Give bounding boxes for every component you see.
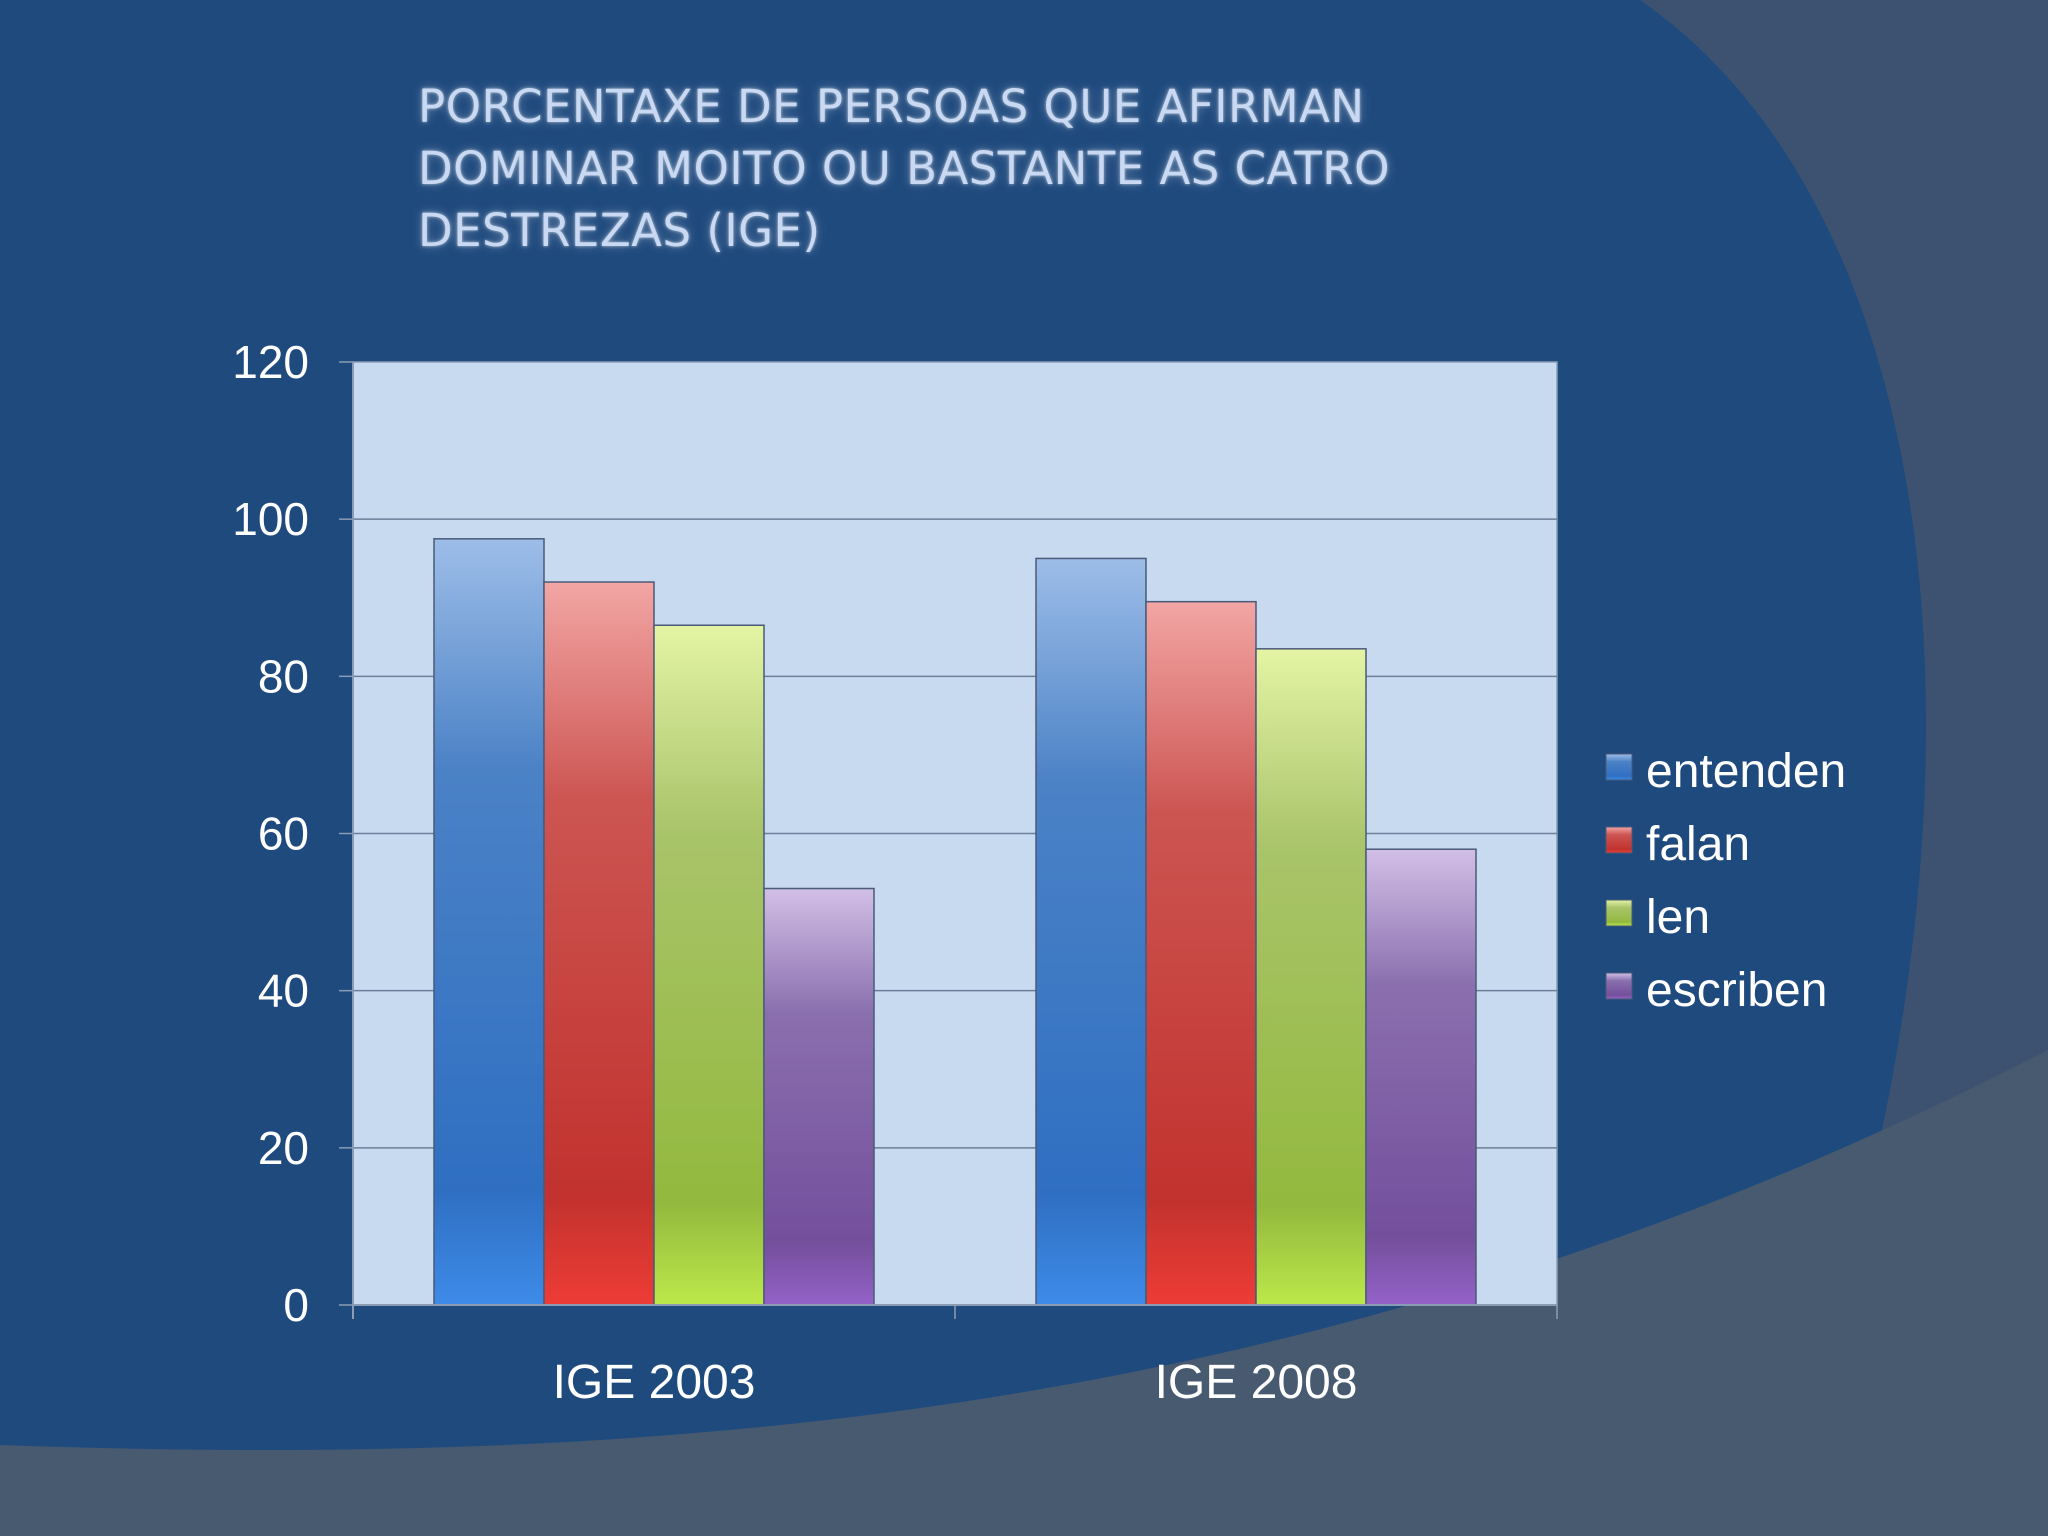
- y-tick-label: 100: [232, 493, 309, 545]
- legend-label-len: len: [1646, 891, 1710, 944]
- bar-entenden: [1035, 557, 1147, 1306]
- axes: 0 20 40 60 80 100 120 IGE 2003 IGE 2008: [232, 336, 1558, 1409]
- bar-falan: [1145, 600, 1257, 1306]
- bar-len: [1255, 648, 1367, 1306]
- bars: [433, 538, 1477, 1306]
- x-category-label: IGE 2008: [1155, 1356, 1358, 1409]
- y-tick-label: 80: [258, 650, 309, 702]
- bar-len: [653, 624, 765, 1306]
- legend-swatch-escriben: [1605, 972, 1633, 1000]
- bar-entenden: [433, 538, 545, 1306]
- bar-escriben: [1365, 848, 1477, 1306]
- background-bottom-band: [0, 1050, 2048, 1536]
- bar-falan: [543, 581, 655, 1306]
- y-tick-label: 40: [258, 965, 309, 1017]
- legend-label-escriben: escriben: [1646, 964, 1827, 1017]
- legend-swatch-falan: [1605, 826, 1633, 854]
- background-swoosh: [1640, 0, 2048, 1140]
- legend-swatch-len: [1605, 899, 1633, 927]
- legend-swatch-entenden: [1605, 753, 1633, 781]
- legend-label-falan: falan: [1646, 818, 1750, 871]
- y-tick-label: 120: [232, 336, 309, 388]
- y-tick-label: 0: [283, 1279, 309, 1331]
- slide-title: PORCENTAXE DE PERSOAS QUE AFIRMAN DOMINA…: [418, 80, 1390, 257]
- legend-label-entenden: entenden: [1646, 745, 1846, 798]
- legend: entenden falan len escriben: [1605, 745, 1846, 1017]
- y-tick-label: 20: [258, 1122, 309, 1174]
- y-tick-label: 60: [258, 808, 309, 860]
- bar-escriben: [763, 887, 875, 1306]
- x-category-label: IGE 2003: [553, 1356, 756, 1409]
